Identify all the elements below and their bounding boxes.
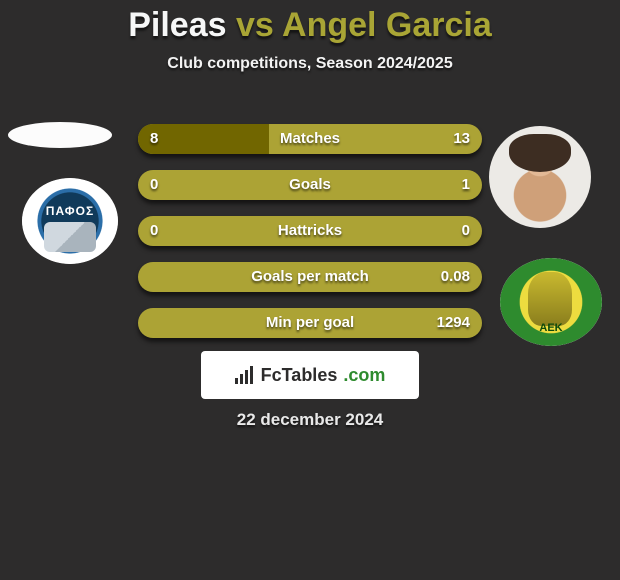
stat-label: Goals [138, 170, 482, 200]
stat-right-value: 1 [462, 170, 470, 200]
stat-right-value: 13 [453, 124, 470, 154]
player2-photo [489, 126, 591, 228]
stats-panel: 8 Matches 13 0 Goals 1 0 Hattricks 0 Goa… [138, 124, 482, 354]
player2-club-badge [500, 258, 602, 346]
stat-right-value: 0.08 [441, 262, 470, 292]
stat-row-goals: 0 Goals 1 [138, 170, 482, 200]
brand-badge: FcTables.com [201, 351, 419, 399]
brand-name: FcTables [261, 365, 338, 386]
page-title: Pileas vs Angel Garcia [0, 0, 620, 45]
stat-label: Min per goal [138, 308, 482, 338]
bar-chart-icon [235, 366, 253, 384]
subtitle: Club competitions, Season 2024/2025 [0, 55, 620, 73]
stat-right-value: 1294 [437, 308, 470, 338]
stat-row-matches: 8 Matches 13 [138, 124, 482, 154]
stat-label: Matches [138, 124, 482, 154]
stat-row-goals-per-match: Goals per match 0.08 [138, 262, 482, 292]
stat-row-hattricks: 0 Hattricks 0 [138, 216, 482, 246]
title-player1: Pileas [128, 6, 226, 44]
stat-row-min-per-goal: Min per goal 1294 [138, 308, 482, 338]
player1-photo [8, 122, 112, 148]
stat-label: Goals per match [138, 262, 482, 292]
title-vs: vs [236, 6, 274, 44]
brand-tld: .com [343, 365, 385, 386]
title-player2: Angel Garcia [282, 6, 492, 44]
stat-label: Hattricks [138, 216, 482, 246]
date-text: 22 december 2024 [0, 410, 620, 430]
stat-right-value: 0 [462, 216, 470, 246]
player1-club-badge [22, 178, 118, 264]
